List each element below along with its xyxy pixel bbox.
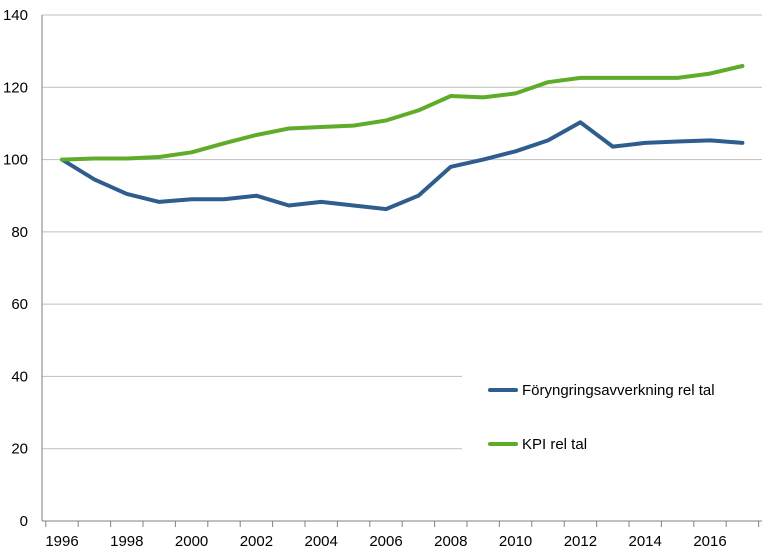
x-tick-label: 2006 <box>369 533 402 550</box>
x-tick-label: 1998 <box>110 533 143 550</box>
y-tick-label: 20 <box>11 441 28 458</box>
gridlines <box>42 14 762 450</box>
y-tick-label: 140 <box>3 7 28 24</box>
legend-background <box>462 362 762 462</box>
x-tick-label: 2004 <box>305 533 338 550</box>
y-tick-label: 0 <box>20 513 28 530</box>
x-tick-label: 2000 <box>175 533 208 550</box>
legend: Föryngringsavverkning rel tal KPI rel tal <box>462 362 762 462</box>
x-tick-label: 2012 <box>564 533 597 550</box>
x-tick-label: 2014 <box>629 533 662 550</box>
y-tick-label: 60 <box>11 296 28 313</box>
x-tick-label: 2002 <box>240 533 273 550</box>
y-tick-label: 40 <box>11 368 28 385</box>
y-axis-ticks: 0 20 40 60 80 100 120 140 <box>3 7 28 530</box>
y-tick-label: 80 <box>11 224 28 241</box>
x-tick-label: 1996 <box>45 533 78 550</box>
x-tick-label: 2010 <box>499 533 532 550</box>
x-axis-ticks: 1996 1998 2000 2002 2004 2006 2008 2010 2012 2014… <box>45 521 760 550</box>
series-line-1 <box>60 120 745 212</box>
series-lines <box>60 64 745 212</box>
x-tick-label: 2008 <box>434 533 467 550</box>
series-line-2 <box>60 64 745 162</box>
legend-label-2: KPI rel tal <box>522 436 587 453</box>
legend-label-1: Föryngringsavverkning rel tal <box>522 382 715 399</box>
y-tick-label: 100 <box>3 152 28 169</box>
y-tick-label: 120 <box>3 79 28 96</box>
x-tick-label: 2016 <box>693 533 726 550</box>
